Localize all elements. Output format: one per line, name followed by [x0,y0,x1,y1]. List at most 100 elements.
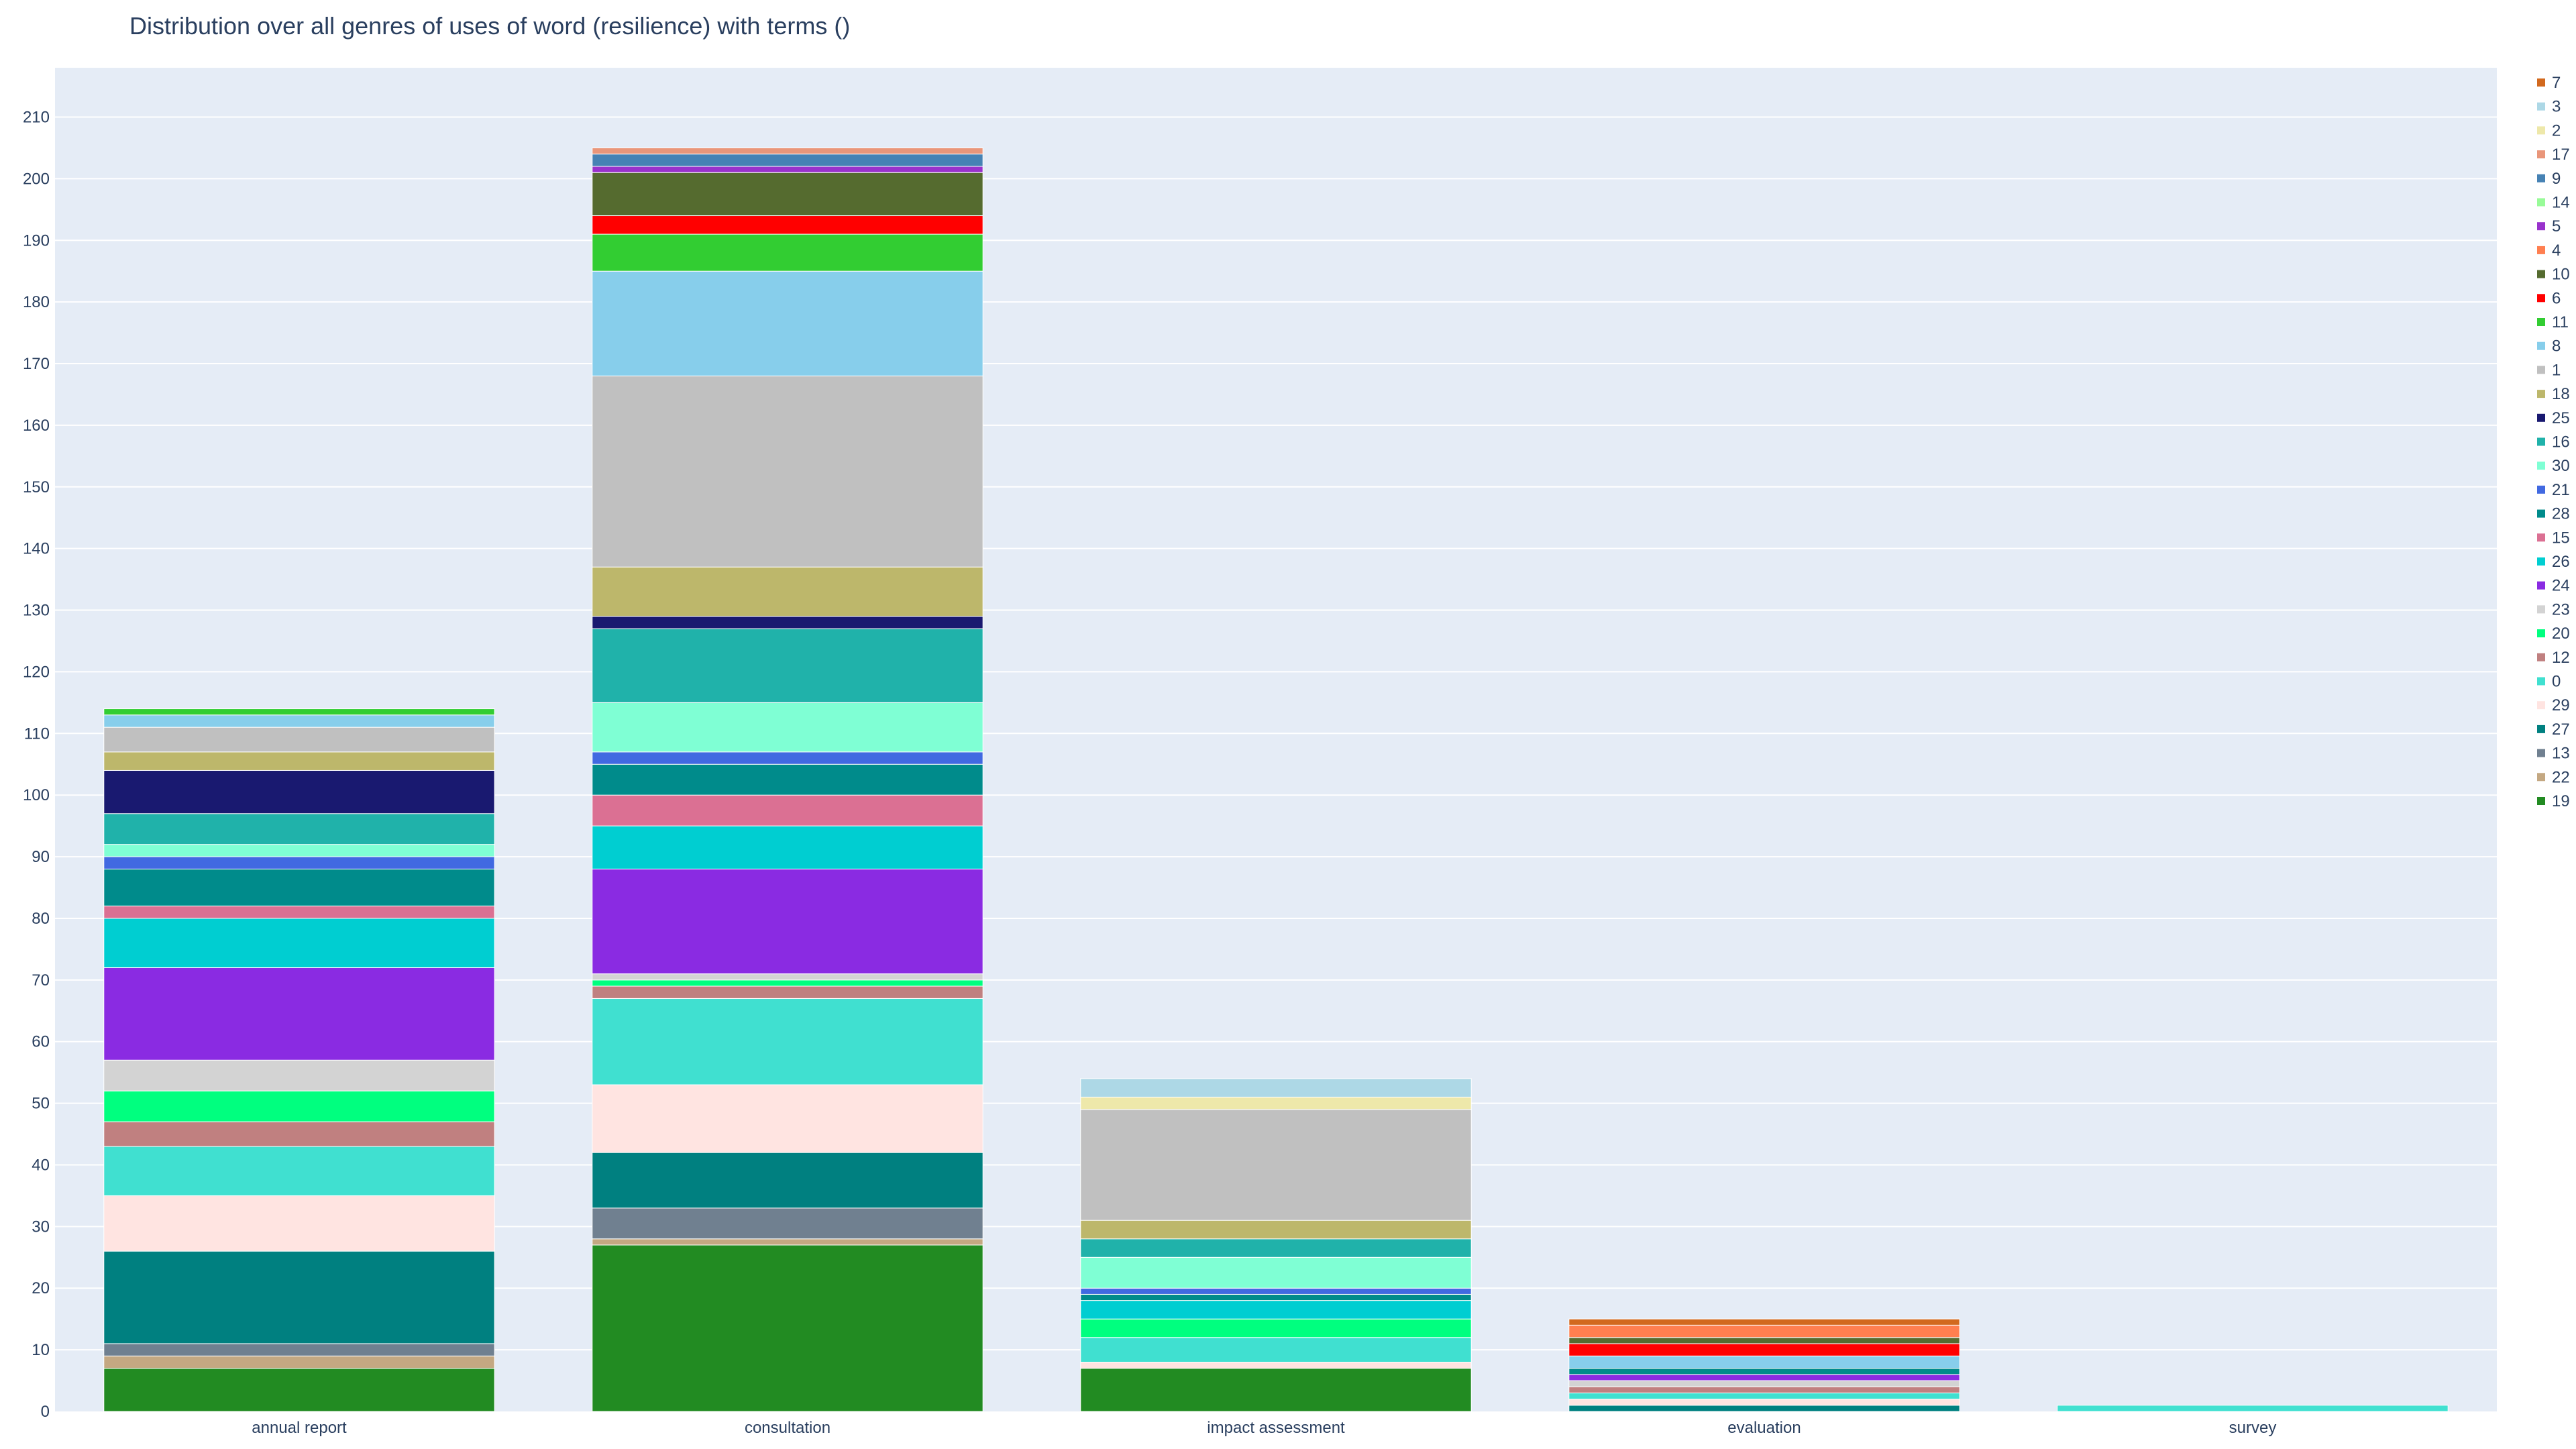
bar-segment[interactable] [1568,1392,1960,1400]
bar-segment[interactable] [103,751,495,771]
legend[interactable]: 7321791454106118118251630212815262423201… [2537,74,2570,810]
legend-item[interactable]: 6 [2537,289,2561,307]
legend-item[interactable]: 23 [2537,600,2570,619]
legend-item[interactable]: 29 [2537,696,2570,714]
bar-segment[interactable] [1080,1361,1472,1369]
bar-segment[interactable] [103,906,495,919]
bar-segment[interactable] [1568,1386,1960,1393]
legend-item[interactable]: 8 [2537,337,2561,356]
bar-segment[interactable] [592,794,983,826]
bar-segment[interactable] [592,979,983,987]
bar-segment[interactable] [103,813,495,845]
bar-segment[interactable] [592,270,983,376]
bar-segment[interactable] [103,1090,495,1122]
bar-segment[interactable] [592,233,983,272]
legend-item[interactable]: 18 [2537,385,2570,403]
bar-segment[interactable] [592,566,983,617]
bar-segment[interactable] [1568,1405,1960,1412]
bar-segment[interactable] [1568,1324,1960,1338]
bar-segment[interactable] [103,769,495,814]
bar-segment[interactable] [1568,1337,1960,1344]
bar-segment[interactable] [1080,1300,1472,1320]
bar-segment[interactable] [103,1121,495,1147]
legend-item[interactable]: 25 [2537,409,2570,427]
bar-segment[interactable] [592,616,983,629]
bar-segment[interactable] [1568,1374,1960,1381]
legend-item[interactable]: 30 [2537,457,2570,475]
bar-segment[interactable] [1080,1337,1472,1362]
bar-segment[interactable] [103,714,495,728]
bar-segment[interactable] [103,856,495,869]
bar-segment[interactable] [1568,1318,1960,1326]
legend-item[interactable]: 10 [2537,266,2570,284]
bar-segment[interactable] [1080,1368,1472,1412]
legend-item[interactable]: 19 [2537,792,2570,810]
bar-segment[interactable] [103,1355,495,1369]
bar-segment[interactable] [592,985,983,999]
bar-segment[interactable] [103,727,495,753]
bar-segment[interactable] [103,1343,495,1356]
legend-item[interactable]: 26 [2537,553,2570,571]
bar-segment[interactable] [592,166,983,173]
legend-item[interactable]: 24 [2537,577,2570,595]
bar-segment[interactable] [1080,1096,1472,1110]
bar-segment[interactable] [103,1146,495,1196]
bar-segment[interactable] [1080,1078,1472,1097]
bar-segment[interactable] [1080,1256,1472,1289]
legend-item[interactable]: 5 [2537,217,2561,235]
bar-segment[interactable] [592,1208,983,1240]
bar-segment[interactable] [1080,1318,1472,1338]
legend-item[interactable]: 22 [2537,768,2570,786]
bar-segment[interactable] [592,702,983,753]
bar-segment[interactable] [2057,1405,2449,1412]
legend-item[interactable]: 7 [2537,74,2561,92]
legend-item[interactable]: 21 [2537,481,2570,499]
legend-item[interactable]: 14 [2537,194,2570,212]
legend-item[interactable]: 0 [2537,673,2561,691]
bar-segment[interactable] [1568,1355,1960,1369]
bar-segment[interactable] [592,1238,983,1246]
bar-segment[interactable] [592,1244,983,1412]
legend-item[interactable]: 2 [2537,121,2561,140]
bar-segment[interactable] [592,973,983,981]
legend-item[interactable]: 13 [2537,745,2570,763]
bar-segment[interactable] [1080,1109,1472,1221]
bar-segment[interactable] [592,172,983,217]
bar-segment[interactable] [103,918,495,968]
legend-item[interactable]: 27 [2537,720,2570,739]
bar-segment[interactable] [1080,1293,1472,1301]
bar-segment[interactable] [103,967,495,1061]
bar-segment[interactable] [1568,1343,1960,1356]
legend-item[interactable]: 12 [2537,649,2570,667]
bar-segment[interactable] [592,868,983,975]
legend-item[interactable]: 16 [2537,433,2570,451]
bar-segment[interactable] [592,998,983,1085]
bar-segment[interactable] [592,375,983,568]
bar-segment[interactable] [592,763,983,796]
legend-item[interactable]: 1 [2537,361,2561,379]
legend-item[interactable]: 11 [2537,313,2569,331]
bar-segment[interactable] [592,154,983,167]
bar-segment[interactable] [1080,1287,1472,1295]
legend-item[interactable]: 17 [2537,146,2570,164]
bar-segment[interactable] [592,825,983,869]
bar-segment[interactable] [592,147,983,155]
legend-item[interactable]: 9 [2537,170,2561,188]
bar-segment[interactable] [592,1152,983,1209]
bar-segment[interactable] [1568,1380,1960,1387]
bar-segment[interactable] [103,868,495,907]
legend-item[interactable]: 4 [2537,241,2561,260]
bar-segment[interactable] [592,751,983,765]
bar-segment[interactable] [103,708,495,716]
bar-segment[interactable] [103,1368,495,1412]
legend-item[interactable]: 20 [2537,625,2570,643]
bar-segment[interactable] [1080,1220,1472,1240]
legend-item[interactable]: 3 [2537,98,2561,116]
bar-segment[interactable] [103,844,495,857]
bar-segment[interactable] [1568,1368,1960,1375]
bar-segment[interactable] [1568,1399,1960,1406]
bar-segment[interactable] [592,1084,983,1153]
bar-segment[interactable] [592,215,983,235]
bar-segment[interactable] [103,1059,495,1091]
bar-segment[interactable] [1080,1238,1472,1258]
